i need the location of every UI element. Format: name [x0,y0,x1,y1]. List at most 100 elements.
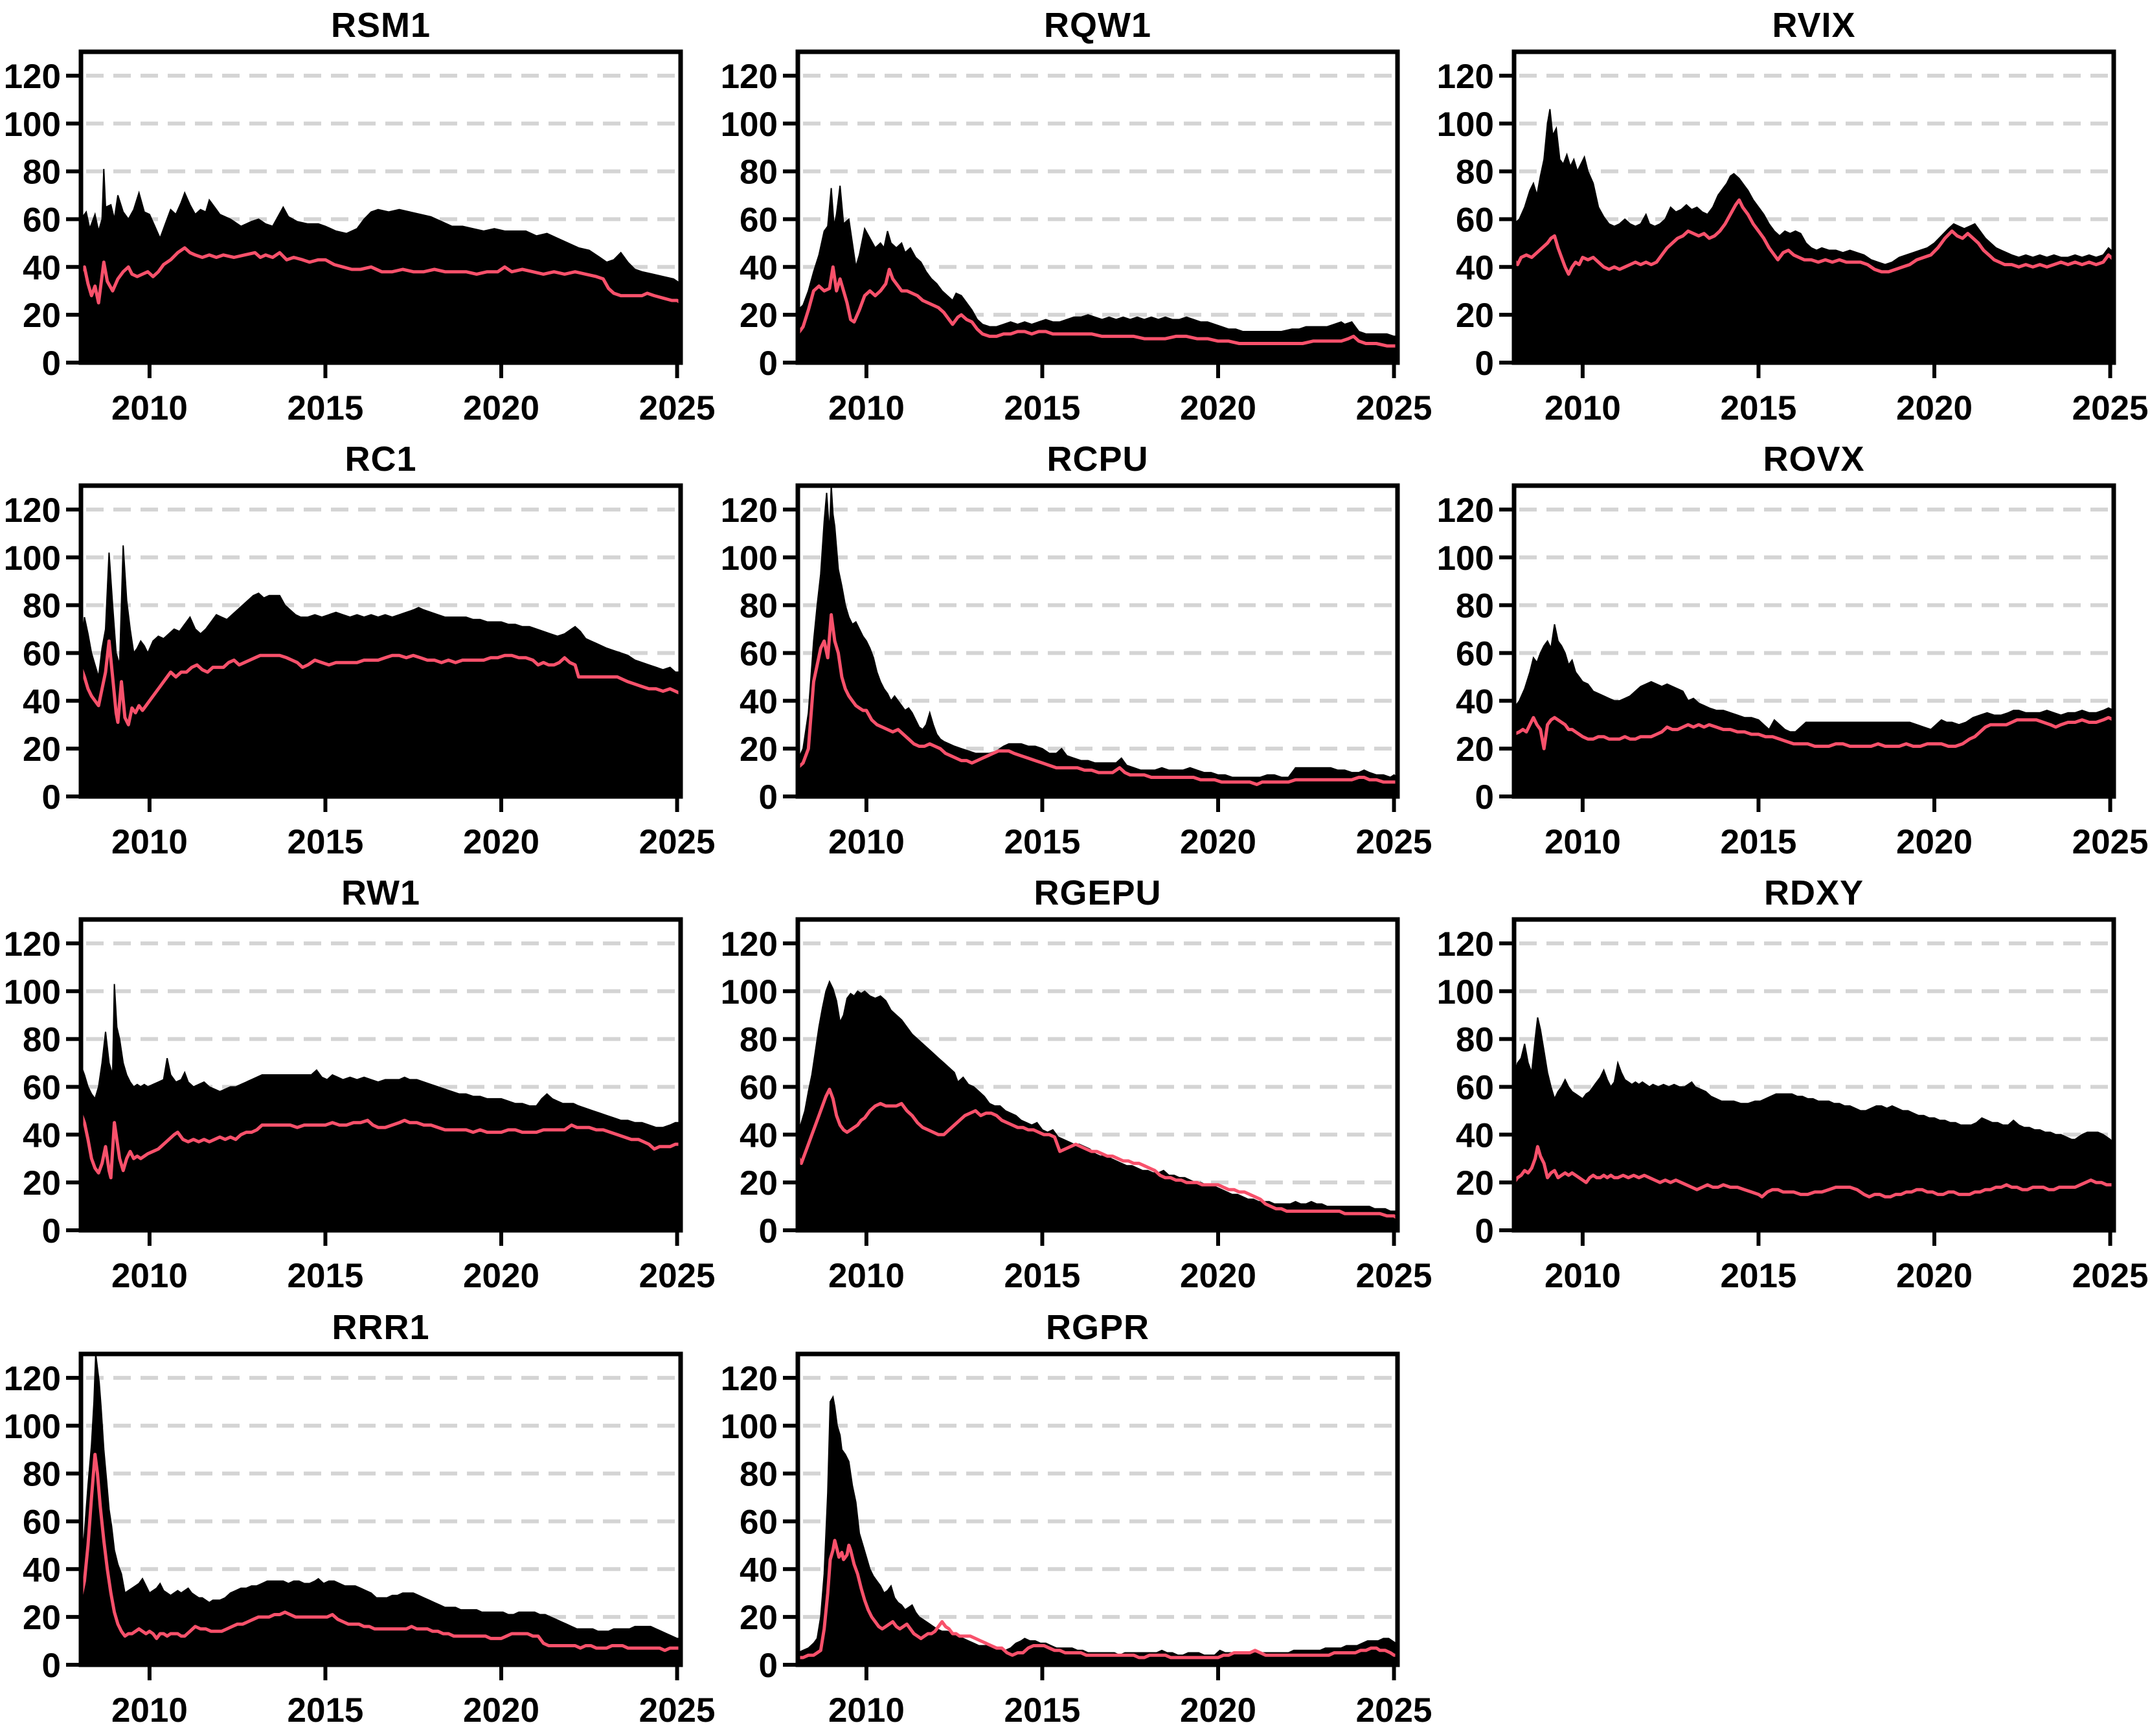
svg-text:0: 0 [1475,344,1494,383]
svg-text:100: 100 [1437,106,1494,144]
chart-cell-rgpr: RGPR 0 20 40 60 80 100 120 2010 2015 2020 2025 [717,1302,1434,1736]
svg-text:60: 60 [740,635,778,673]
svg-text:80: 80 [23,587,61,626]
svg-text:2025: 2025 [639,389,716,427]
svg-text:2025: 2025 [1356,1257,1432,1295]
svg-text:2020: 2020 [1896,389,1973,427]
svg-text:2020: 2020 [1896,823,1973,861]
svg-text:40: 40 [1456,249,1494,287]
svg-text:40: 40 [740,249,778,287]
svg-text:20: 20 [1456,730,1494,769]
chart-title-rvix: RVIX [1772,6,1856,45]
chart-canvas-rgepu: 0 20 40 60 80 100 120 2010 2015 2020 2025 [721,917,1432,1295]
svg-text:2010: 2010 [828,389,905,427]
svg-text:2010: 2010 [828,1257,905,1295]
svg-text:40: 40 [1456,1116,1494,1155]
svg-text:2015: 2015 [1004,823,1081,861]
chart-canvas-rgpr: 0 20 40 60 80 100 120 2010 2015 2020 2025 [721,1351,1432,1730]
chart-cell-rrr1: RRR1 0 20 40 60 80 100 120 2010 2015 2020 2025 [0,1302,717,1736]
chart-cell-rw1: RW1 0 20 40 60 80 100 120 2010 2015 2020 2025 [0,868,717,1302]
svg-text:120: 120 [721,58,778,96]
svg-text:80: 80 [1456,1021,1494,1059]
svg-text:100: 100 [4,973,61,1011]
chart-title-rgepu: RGEPU [1034,874,1162,912]
svg-text:20: 20 [740,1164,778,1202]
svg-text:2010: 2010 [1545,1257,1621,1295]
svg-text:2015: 2015 [1721,389,1797,427]
chart-title-rsm1: RSM1 [330,6,431,45]
svg-text:60: 60 [740,1068,778,1107]
svg-text:120: 120 [4,491,61,530]
svg-text:2020: 2020 [1896,1257,1973,1295]
svg-text:80: 80 [740,1456,778,1494]
chart-title-rdxy: RDXY [1763,874,1864,912]
svg-text:20: 20 [23,297,61,335]
svg-text:2025: 2025 [1356,823,1432,861]
svg-text:2020: 2020 [463,1257,539,1295]
svg-text:2025: 2025 [1356,1691,1432,1730]
chart-canvas-rovx: 0 20 40 60 80 100 120 2010 2015 2020 2025 [1437,483,2149,861]
svg-text:80: 80 [740,1021,778,1059]
svg-text:0: 0 [42,1212,61,1250]
svg-text:100: 100 [721,973,778,1011]
svg-text:120: 120 [4,925,61,964]
svg-text:120: 120 [721,925,778,964]
svg-text:80: 80 [1456,153,1494,192]
svg-text:2010: 2010 [1545,823,1621,861]
svg-text:120: 120 [4,58,61,96]
svg-text:2010: 2010 [111,389,188,427]
svg-text:60: 60 [740,201,778,239]
svg-text:2015: 2015 [1004,1257,1081,1295]
svg-text:2015: 2015 [1004,389,1081,427]
svg-text:2010: 2010 [111,1691,188,1730]
svg-text:20: 20 [740,730,778,769]
svg-text:60: 60 [1456,1068,1494,1107]
svg-text:2025: 2025 [639,823,716,861]
svg-text:100: 100 [4,106,61,144]
svg-text:2015: 2015 [288,389,364,427]
svg-text:120: 120 [721,491,778,530]
svg-text:0: 0 [759,1212,778,1250]
chart-title-rrr1: RRR1 [332,1308,430,1347]
svg-text:20: 20 [23,1599,61,1637]
chart-title-rcpu: RCPU [1047,440,1149,479]
chart-canvas-rc1: 0 20 40 60 80 100 120 2010 2015 2020 2025 [4,483,716,861]
svg-text:60: 60 [1456,635,1494,673]
svg-text:2020: 2020 [463,823,539,861]
empty-cell [1433,1302,2150,1736]
svg-text:60: 60 [1456,201,1494,239]
svg-text:20: 20 [1456,297,1494,335]
svg-text:100: 100 [1437,539,1494,578]
svg-text:0: 0 [759,1647,778,1685]
svg-text:2025: 2025 [1356,389,1432,427]
chart-cell-rcpu: RCPU 0 20 40 60 80 100 120 2010 2015 2020 2025 [717,434,1434,868]
svg-text:20: 20 [1456,1164,1494,1202]
svg-text:40: 40 [1456,682,1494,721]
chart-canvas-rrr1: 0 20 40 60 80 100 120 2010 2015 2020 2025 [4,1351,716,1730]
svg-text:0: 0 [42,344,61,383]
svg-text:60: 60 [23,1503,61,1541]
svg-text:60: 60 [23,635,61,673]
svg-text:80: 80 [23,1456,61,1494]
svg-text:0: 0 [42,778,61,817]
svg-text:2015: 2015 [288,823,364,861]
svg-text:0: 0 [759,344,778,383]
svg-text:120: 120 [1437,925,1494,964]
svg-text:120: 120 [4,1360,61,1398]
svg-text:2015: 2015 [1721,823,1797,861]
svg-text:40: 40 [740,1116,778,1155]
chart-title-rgpr: RGPR [1045,1308,1149,1347]
svg-text:2010: 2010 [1545,389,1621,427]
svg-text:0: 0 [1475,1212,1494,1250]
svg-text:40: 40 [740,1551,778,1589]
svg-text:2015: 2015 [288,1691,364,1730]
svg-text:100: 100 [4,1408,61,1446]
svg-text:100: 100 [4,539,61,578]
svg-text:2010: 2010 [111,1257,188,1295]
svg-text:2010: 2010 [111,823,188,861]
chart-cell-rdxy: RDXY 0 20 40 60 80 100 120 2010 2015 2020 2025 [1433,868,2150,1302]
svg-text:80: 80 [1456,587,1494,626]
svg-text:20: 20 [740,1599,778,1637]
svg-text:40: 40 [23,682,61,721]
